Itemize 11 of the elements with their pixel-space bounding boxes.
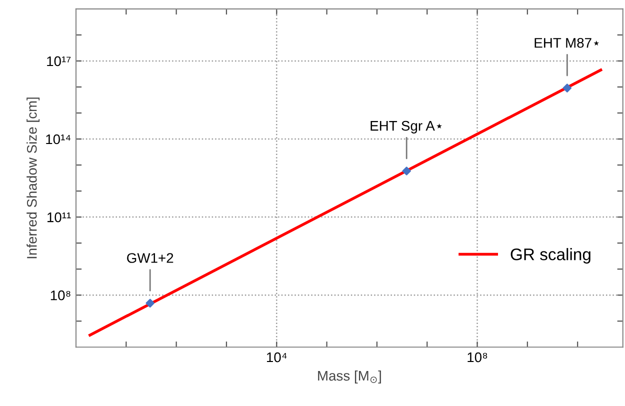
x-axis-title: Mass [M$_{⊙}$] (318, 370, 381, 384)
annotation: EHT Sgr A⋆ (370, 120, 442, 134)
annotation: GW1+2 (127, 253, 174, 263)
y-axis-title: Inferred Shadow Size [cm] (26, 98, 40, 258)
y-tick-label: 10⁸ (50, 290, 70, 300)
y-tick-label: 10¹⁷ (47, 56, 71, 66)
y-tick-label: 10¹¹ (48, 212, 71, 222)
legend-label: GR scaling (510, 248, 590, 264)
y-tick-label: 10¹⁴ (46, 134, 70, 144)
annotation: EHT M87⋆ (534, 38, 600, 48)
x-tick-label: 10⁴ (266, 352, 287, 362)
